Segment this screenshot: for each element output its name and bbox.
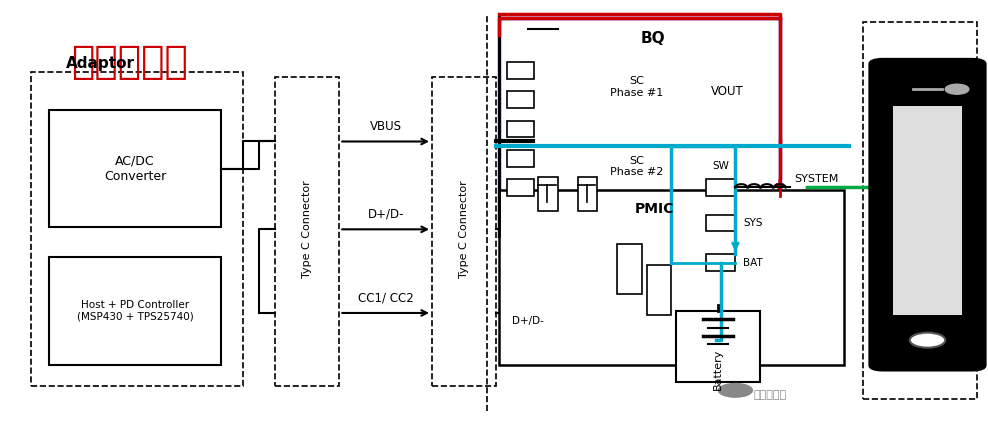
Text: CC1/ CC2: CC1/ CC2	[358, 292, 414, 305]
FancyBboxPatch shape	[507, 120, 535, 137]
Bar	[276, 77, 339, 386]
FancyBboxPatch shape	[705, 254, 735, 271]
Text: BAT: BAT	[743, 258, 763, 268]
Text: PMIC: PMIC	[634, 202, 674, 216]
Text: SC
Phase #1: SC Phase #1	[611, 76, 664, 98]
Text: SW: SW	[712, 161, 729, 171]
Text: Host + PD Controller
(MSP430 + TPS25740): Host + PD Controller (MSP430 + TPS25740)	[76, 300, 194, 322]
Bar	[864, 22, 977, 399]
FancyBboxPatch shape	[507, 62, 535, 79]
FancyBboxPatch shape	[507, 91, 535, 108]
Text: AC/DC
Converter: AC/DC Converter	[104, 155, 166, 183]
FancyBboxPatch shape	[647, 265, 671, 315]
Text: VBUS: VBUS	[370, 120, 402, 133]
FancyBboxPatch shape	[507, 150, 535, 167]
Circle shape	[717, 383, 753, 398]
Circle shape	[946, 84, 969, 94]
FancyBboxPatch shape	[578, 177, 598, 210]
FancyBboxPatch shape	[588, 135, 686, 198]
FancyBboxPatch shape	[48, 110, 221, 227]
FancyBboxPatch shape	[507, 179, 535, 196]
FancyBboxPatch shape	[618, 244, 642, 294]
Bar	[31, 72, 243, 386]
FancyBboxPatch shape	[588, 56, 686, 118]
Text: SC
Phase #2: SC Phase #2	[611, 156, 664, 177]
FancyBboxPatch shape	[868, 58, 987, 371]
Text: D+/D-: D+/D-	[368, 208, 404, 221]
FancyBboxPatch shape	[893, 106, 962, 315]
FancyBboxPatch shape	[705, 179, 735, 196]
Text: 工程师看海: 工程师看海	[753, 389, 786, 400]
Text: SYS: SYS	[743, 218, 763, 228]
Text: Type C Connector: Type C Connector	[302, 181, 312, 278]
FancyBboxPatch shape	[499, 18, 780, 236]
FancyBboxPatch shape	[705, 215, 735, 232]
Text: VOUT: VOUT	[710, 85, 744, 98]
Text: Battery: Battery	[713, 349, 723, 390]
FancyBboxPatch shape	[538, 177, 558, 210]
Circle shape	[910, 333, 946, 348]
Text: D+/D-: D+/D-	[512, 316, 543, 326]
Text: Adaptor: Adaptor	[65, 56, 134, 71]
Text: BQ: BQ	[641, 31, 666, 45]
FancyBboxPatch shape	[499, 189, 844, 365]
FancyBboxPatch shape	[48, 256, 221, 365]
Text: Type C Connector: Type C Connector	[459, 181, 469, 278]
Bar	[432, 77, 496, 386]
Text: SYSTEM: SYSTEM	[794, 174, 839, 184]
Text: 手机充放电: 手机充放电	[71, 43, 188, 81]
FancyBboxPatch shape	[676, 311, 760, 382]
